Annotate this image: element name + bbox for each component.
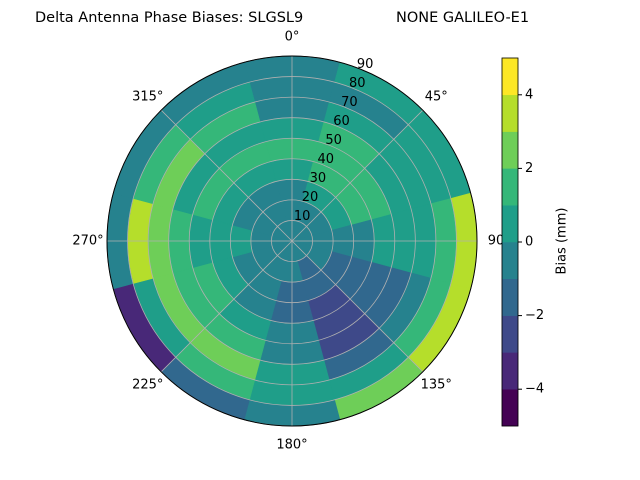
colorbar-tick-label: 0 [525, 235, 533, 250]
colorbar-band [501, 352, 519, 390]
grid-spoke [291, 109, 424, 242]
theta-tick-label: 0° [285, 30, 300, 45]
theta-tick-label: 180° [276, 438, 307, 453]
axis-labels: 10 20 30 40 50 60 70 80 90 0° 45° 90 135° 180° 225° 270… [72, 30, 504, 453]
colorbar-band [501, 388, 519, 427]
r-tick-label: 70 [341, 95, 358, 110]
grid-spoke [160, 109, 293, 242]
r-tick-label: 10 [294, 209, 311, 224]
colorbar-band [501, 94, 519, 132]
polar-frame [106, 55, 478, 427]
theta-tick-label: 225° [132, 378, 163, 393]
theta-tick-label: 315° [132, 89, 163, 104]
colorbar-band [501, 131, 519, 169]
theta-tick-label: 90 [488, 234, 505, 249]
r-tick-label: 90 [357, 57, 374, 72]
colorbar-tick-label: 2 [525, 161, 533, 176]
theta-tick-label: 270° [72, 234, 103, 249]
colorbar-band [501, 168, 519, 206]
theta-tick-label: 135° [421, 378, 452, 393]
colorbar-band [501, 241, 519, 280]
r-tick-label: 80 [349, 76, 366, 91]
chart-subtitle: NONE GALILEO-E1 [396, 10, 529, 26]
colorbar: −4 −2 0 2 4 Bias (mm) [501, 57, 570, 427]
colorbar-band [501, 315, 519, 353]
colorbar-tick-label: 4 [525, 87, 533, 102]
theta-tick-label: 45° [425, 89, 448, 104]
r-tick-label: 40 [317, 152, 334, 167]
r-tick-label: 20 [302, 190, 319, 205]
colorbar-band [501, 278, 519, 316]
colorbar-label: Bias (mm) [555, 208, 570, 275]
grid-spoke [291, 240, 424, 373]
chart-title: Delta Antenna Phase Biases: SLGSL9 [35, 10, 303, 26]
colorbar-tick-label: −2 [525, 308, 544, 323]
r-tick-label: 60 [333, 114, 350, 129]
polar-grid [106, 55, 478, 427]
colorbar-band [501, 204, 519, 243]
r-tick-label: 50 [325, 133, 342, 148]
grid-spoke [160, 240, 293, 373]
r-tick-label: 30 [310, 171, 327, 186]
colorbar-tick-label: −4 [525, 382, 544, 397]
colorbar-band [501, 57, 519, 96]
